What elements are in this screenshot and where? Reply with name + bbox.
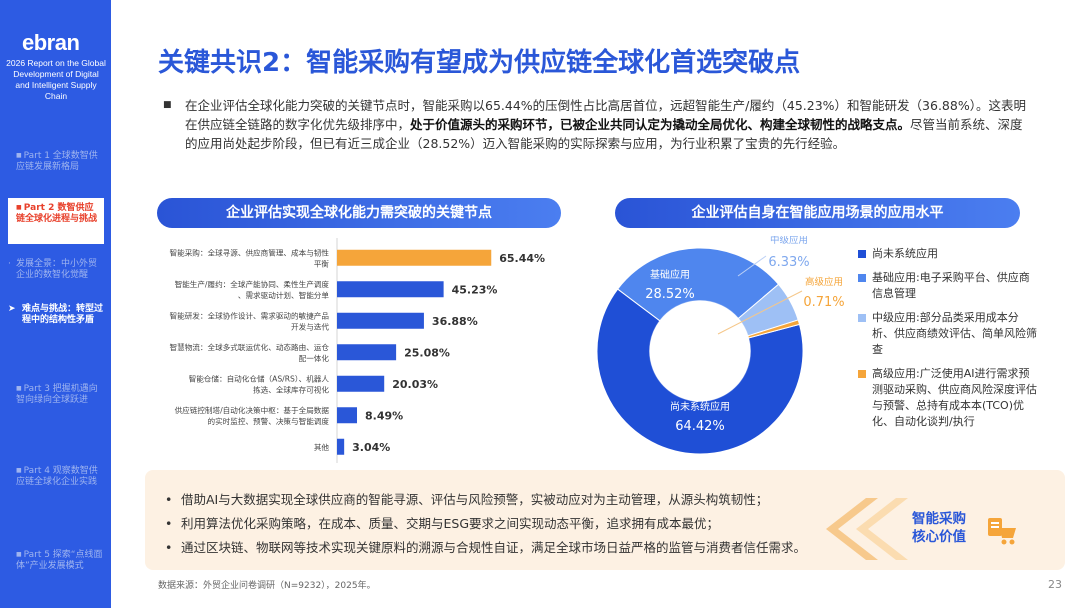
report-title: 2026 Report on the Global Development of… (6, 58, 106, 101)
list-item: 通过区块链、物联网等技术实现关键原料的溯源与合规性自证，满足全球市场日益严格的监… (165, 538, 885, 558)
donut-category-label: 高级应用 (805, 276, 843, 288)
donut-category-label: 基础应用 (650, 268, 690, 281)
list-item: 利用算法优化采购策略，在成本、质量、交期与ESG要求之间实现动态平衡，追求拥有成… (165, 514, 885, 534)
legend-swatch (858, 274, 866, 282)
legend-item: 尚未系统应用 (858, 246, 1038, 262)
brand-logo: ebran (22, 30, 80, 55)
legend-label: 高级应用:广泛使用AI进行需求预测驱动采购、供应商风险深度评估与预警、总持有成本… (872, 367, 1037, 428)
donut-slice (596, 288, 804, 455)
bar-value-label: 3.04% (352, 441, 390, 454)
bar (337, 438, 345, 455)
bar-category-label: 智能仓储：自动化仓储（AS/RS）、机器人拣选、全球库存可视化 (189, 373, 330, 394)
donut-slice (616, 247, 780, 322)
legend-swatch (858, 370, 866, 378)
data-source: 数据来源：外贸企业问卷调研（N=9232），2025年。 (158, 581, 376, 591)
legend-label: 中级应用:部分品类采用成本分析、供应商绩效评估、简单风险筛查 (872, 311, 1037, 356)
donut-inner-ring (649, 300, 751, 402)
bar-value-label: 20.03% (392, 378, 438, 391)
legend-label: 基础应用:电子采购平台、供应商信息管理 (872, 271, 1030, 300)
bar-value-label: 65.44% (499, 252, 545, 265)
bar-category-label: 智能采购：全球寻源、供应商管理、成本与韧性平衡 (170, 247, 330, 268)
nav-part1[interactable]: Part 1 全球数智供应链发展新格局 (16, 150, 106, 173)
donut-category-label: 中级应用 (770, 236, 808, 246)
leader-line (717, 290, 803, 335)
legend-swatch (858, 314, 866, 322)
bar (337, 312, 424, 329)
bar-value-label: 45.23% (452, 283, 498, 296)
bar-category-label: 智能生产/履约：全球产能协同、柔性生产调度、需求驱动计划、智能分单 (175, 279, 330, 300)
bar-category-label: 其他 (314, 442, 330, 452)
bar (337, 407, 358, 424)
bullet-icon: ■ (163, 100, 172, 110)
bar (337, 249, 492, 266)
donut-legend: 尚未系统应用基础应用:电子采购平台、供应商信息管理中级应用:部分品类采用成本分析… (858, 246, 1038, 438)
application-level-donut-chart: 尚未系统应用 64.42% 基础应用 28.52% 中级应用 6.33% 高级应用 0.71% (596, 236, 845, 455)
bar-value-label: 36.88% (432, 315, 478, 328)
nav-part3[interactable]: Part 3 把握机遇向智向绿向全球跃进 (16, 383, 106, 406)
intro-paragraph: ■ 在企业评估全球化能力突破的关键节点时，智能采购以65.44%的压倒性占比高居… (163, 98, 1026, 151)
donut-value-label: 28.52% (645, 287, 695, 302)
chevron-left-icon (826, 498, 908, 560)
nav-part5[interactable]: Part 5 探索“点线面体”产业发展模式 (16, 549, 106, 572)
sidebar: ebran 2026 Report on the Global Developm… (0, 0, 111, 608)
donut-value-label: 6.33% (768, 255, 809, 270)
nav-part2-active[interactable]: Part 2 数智供应链全球化进程与挑战 (8, 198, 104, 244)
donut-value-label: 64.42% (675, 419, 725, 434)
current-arrow-icon: ➤ (8, 304, 16, 314)
nav-sub-overview[interactable]: 发展全景：中小外贸企业的数智化觉醒 (8, 259, 102, 281)
legend-swatch (858, 250, 866, 258)
bar-category-label: 智慧物流：全球多式联运优化、动态路由、运仓配一体化 (170, 342, 330, 363)
bar (337, 281, 444, 298)
donut-slice (747, 319, 801, 339)
bar (337, 375, 385, 392)
page-number: 23 (1048, 578, 1062, 591)
legend-item: 高级应用:广泛使用AI进行需求预测驱动采购、供应商风险深度评估与预警、总持有成本… (858, 366, 1038, 430)
donut-category-label: 尚未系统应用 (670, 400, 730, 413)
core-value-label: 智能采购 核心价值 (912, 511, 966, 545)
page-title: 关键共识2：智能采购有望成为供应链全球化首选突破点 (158, 48, 801, 78)
bar-value-label: 25.08% (404, 346, 450, 359)
leader-line (737, 255, 767, 277)
bar (337, 344, 397, 361)
bar-category-label: 供应链控制塔/自动化决策中枢：基于全局数据的实时监控、预警、决策与智能调度 (175, 405, 330, 426)
bar-value-label: 8.49% (365, 409, 403, 422)
legend-item: 中级应用:部分品类采用成本分析、供应商绩效评估、简单风险筛查 (858, 310, 1038, 358)
bar-category-label: 智能研发：全球协作设计、需求驱动的敏捷产品开发与迭代 (170, 310, 330, 331)
core-value-list: 借助AI与大数据实现全球供应商的智能寻源、评估与风险预警，实被动应对为主动管理，… (165, 490, 885, 562)
key-nodes-bar-chart: 智能采购：全球寻源、供应商管理、成本与韧性平衡 65.44% 智能生产/履约：全球产… (170, 238, 545, 463)
bar-chart-header: 企业评估实现全球化能力需突破的关键节点 (157, 198, 561, 228)
nav-sub-challenges-active[interactable]: ➤ 难点与挑战：转型过程中的结构性矛盾 (8, 304, 104, 325)
nav-part4[interactable]: Part 4 观察数智供应链全球化企业实践 (16, 465, 106, 488)
procurement-cart-icon (988, 518, 1016, 545)
legend-label: 尚未系统应用 (872, 247, 938, 260)
donut-value-label: 0.71% (803, 295, 844, 310)
list-item: 借助AI与大数据实现全球供应商的智能寻源、评估与风险预警，实被动应对为主动管理，… (165, 490, 885, 510)
donut-chart-header: 企业评估自身在智能应用场景的应用水平 (615, 198, 1020, 228)
legend-item: 基础应用:电子采购平台、供应商信息管理 (858, 270, 1038, 302)
